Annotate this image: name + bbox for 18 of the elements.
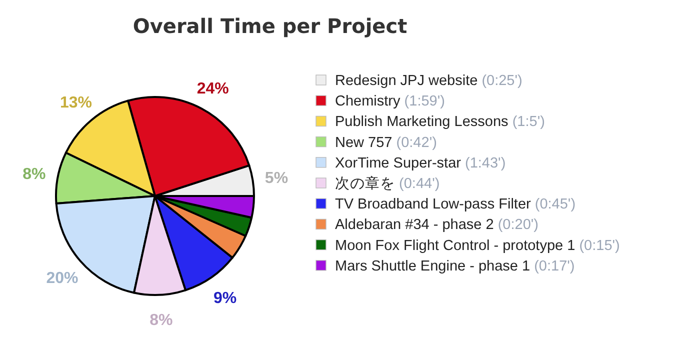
data-label: 8%: [150, 312, 173, 329]
chart-title: Overall Time per Project: [132, 14, 408, 38]
legend-label: TV Broadband Low-pass Filter (0:45'): [335, 196, 576, 213]
legend-label: Chemistry (1:59'): [335, 94, 445, 110]
data-label: 8%: [22, 166, 46, 183]
legend-label: New 757 (0:42'): [335, 134, 437, 151]
legend-label: 次の章を (0:44'): [335, 175, 440, 192]
legend-label: Aldebaran #34 - phase 2 (0:20'): [335, 217, 538, 234]
legend-label: Redesign JPJ website (0:25'): [335, 73, 522, 89]
legend-label: Publish Marketing Lessons (1:5'): [335, 114, 545, 130]
legend-label: Moon Fox Flight Control - prototype 1 (0:15'): [335, 238, 620, 254]
data-label: 20%: [46, 270, 78, 287]
data-label: 24%: [196, 80, 229, 98]
legend-label: XorTime Super-star (1:43'): [335, 155, 506, 172]
data-label: 5%: [264, 170, 288, 187]
legend-label: Mars Shuttle Engine - phase 1 (0:17'): [335, 258, 575, 274]
data-label: 13%: [60, 94, 92, 112]
data-label: 9%: [214, 290, 237, 308]
